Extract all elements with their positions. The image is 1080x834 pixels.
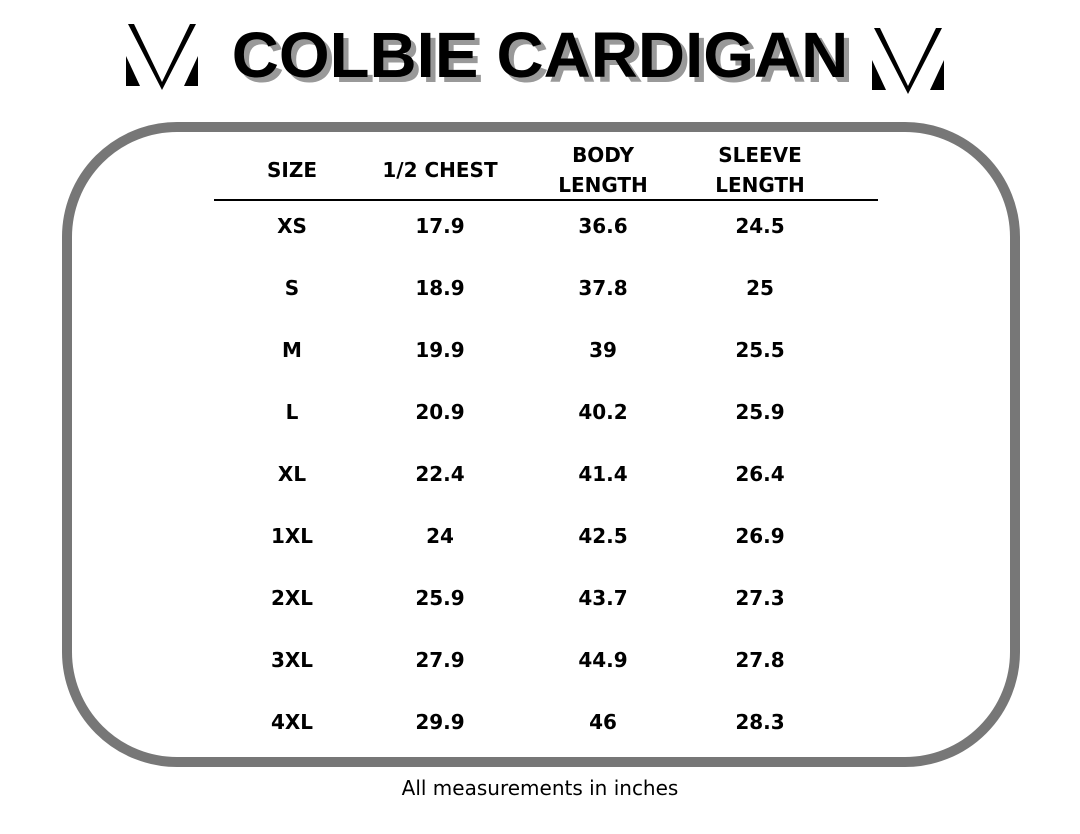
table-cell: 37.8 bbox=[578, 276, 628, 300]
table-cell: 26.4 bbox=[735, 462, 785, 486]
table-cell: 43.7 bbox=[578, 586, 628, 610]
table-cell: XS bbox=[277, 214, 307, 238]
table-cell: S bbox=[284, 276, 300, 300]
table-cell: 39 bbox=[589, 338, 617, 362]
column-header: SLEEVE LENGTH bbox=[670, 140, 850, 200]
table-cell: 3XL bbox=[270, 648, 314, 672]
column-header: 1/2 CHEST bbox=[350, 155, 530, 185]
header-text: SLEEVE bbox=[718, 143, 802, 167]
table-cell: 1XL bbox=[270, 524, 314, 548]
header-text: LENGTH bbox=[715, 173, 805, 197]
table-cell: 25.9 bbox=[415, 586, 465, 610]
table-cell: 2XL bbox=[270, 586, 314, 610]
table-cell: 22.4 bbox=[415, 462, 465, 486]
table-frame bbox=[62, 122, 1020, 767]
table-cell: 27.8 bbox=[735, 648, 785, 672]
table-cell: 19.9 bbox=[415, 338, 465, 362]
table-cell: 29.9 bbox=[415, 710, 465, 734]
table-cell: 25 bbox=[746, 276, 774, 300]
table-cell: 25.5 bbox=[735, 338, 785, 362]
column-header: BODY LENGTH bbox=[513, 140, 693, 200]
table-cell: XL bbox=[277, 462, 307, 486]
table-cell: 41.4 bbox=[578, 462, 628, 486]
page-title: COLBIE CARDIGAN bbox=[231, 19, 849, 91]
table-cell: 27.3 bbox=[735, 586, 785, 610]
table-cell: 40.2 bbox=[578, 400, 628, 424]
table-cell: 4XL bbox=[270, 710, 314, 734]
table-cell: 17.9 bbox=[415, 214, 465, 238]
table-cell: L bbox=[285, 400, 299, 424]
header-text: SIZE bbox=[266, 158, 317, 182]
table-cell: 44.9 bbox=[578, 648, 628, 672]
column-header: SIZE bbox=[202, 155, 382, 185]
table-cell: 24.5 bbox=[735, 214, 785, 238]
table-cell: 24 bbox=[426, 524, 454, 548]
header-divider bbox=[214, 199, 878, 201]
table-cell: 20.9 bbox=[415, 400, 465, 424]
table-cell: 36.6 bbox=[578, 214, 628, 238]
table-cell: 42.5 bbox=[578, 524, 628, 548]
header-text: LENGTH bbox=[558, 173, 648, 197]
logo-icon bbox=[872, 28, 944, 94]
logo-icon bbox=[126, 24, 198, 90]
table-cell: 46 bbox=[589, 710, 617, 734]
header-text: 1/2 CHEST bbox=[382, 158, 498, 182]
table-cell: 25.9 bbox=[735, 400, 785, 424]
header-text: BODY bbox=[572, 143, 634, 167]
table-cell: M bbox=[282, 338, 302, 362]
table-cell: 28.3 bbox=[735, 710, 785, 734]
table-cell: 18.9 bbox=[415, 276, 465, 300]
table-cell: 26.9 bbox=[735, 524, 785, 548]
table-cell: 27.9 bbox=[415, 648, 465, 672]
footnote: All measurements in inches bbox=[401, 776, 679, 800]
